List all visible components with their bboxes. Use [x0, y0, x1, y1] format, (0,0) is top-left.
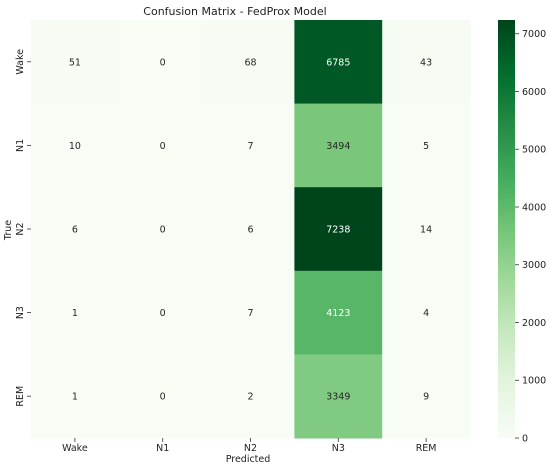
- heatmap-cell: [382, 103, 471, 188]
- colorbar-tick-labels: 0 1000 2000 3000 4000 5000 6000 7000: [515, 29, 546, 445]
- cell-value-label: 5: [423, 141, 429, 152]
- heatmap-cell: [206, 270, 295, 355]
- colorbar-tick-label: 4000: [522, 202, 546, 213]
- cell-value-label: 0: [160, 392, 166, 403]
- heatmap-cell: [382, 270, 471, 355]
- cell-value-label: 9: [423, 392, 429, 403]
- colorbar-tick-label: 7000: [522, 29, 546, 40]
- cell-value-label: 6: [72, 225, 78, 236]
- cell-value-label: 0: [160, 141, 166, 152]
- cell-value-label: 6785: [326, 57, 350, 68]
- x-tick-label: N1: [156, 443, 169, 454]
- y-tick-label: N2: [15, 222, 26, 235]
- heatmap-cell: [31, 187, 120, 272]
- heatmap-cell: [294, 270, 383, 355]
- cell-value-label: 68: [244, 57, 256, 68]
- heatmap-cell: [31, 103, 120, 188]
- heatmap-cell: [294, 187, 383, 272]
- heatmap-cells: [31, 20, 471, 439]
- heatmap-cell: [206, 103, 295, 188]
- cell-value-label: 2: [247, 392, 253, 403]
- x-tick-label: Wake: [62, 443, 88, 454]
- heatmap-cell: [118, 354, 208, 439]
- cell-value-label: 14: [420, 225, 432, 236]
- heatmap-cell: [31, 354, 120, 439]
- x-axis-tick-labels: Wake N1 N2 N3 REM: [62, 438, 437, 454]
- colorbar-tick-label: 2000: [522, 318, 546, 329]
- cell-value-label: 4: [423, 308, 429, 319]
- y-tick-label: REM: [15, 386, 26, 407]
- heatmap-cell: [118, 187, 208, 272]
- heatmap-cell: [118, 20, 208, 105]
- y-tick-label: N1: [15, 139, 26, 152]
- chart-title: Confusion Matrix - FedProx Model: [143, 5, 326, 18]
- cell-value-label: 3494: [326, 141, 350, 152]
- heatmap-cell: [294, 103, 383, 188]
- cell-value-label: 3349: [326, 392, 350, 403]
- y-tick-label: N3: [15, 306, 26, 319]
- cell-value-label: 0: [160, 57, 166, 68]
- x-axis-label: Predicted: [226, 454, 271, 465]
- cell-value-label: 4123: [326, 308, 350, 319]
- heatmap-cell: [118, 103, 208, 188]
- heatmap-cell: [206, 187, 295, 272]
- x-tick-label: REM: [416, 443, 437, 454]
- cell-value-label: 43: [420, 57, 432, 68]
- heatmap-cell: [206, 354, 295, 439]
- cell-value-label: 51: [69, 57, 81, 68]
- cell-value-label: 0: [160, 225, 166, 236]
- y-tick-label: Wake: [15, 49, 26, 75]
- colorbar: [498, 20, 515, 438]
- colorbar-tick-label: 6000: [522, 87, 546, 98]
- colorbar-tick-label: 3000: [522, 260, 546, 271]
- heatmap-cell: [206, 20, 295, 105]
- heatmap-cell: [294, 20, 383, 105]
- x-tick-label: N3: [332, 443, 345, 454]
- x-tick-label: N2: [244, 443, 257, 454]
- heatmap-cell: [31, 270, 120, 355]
- colorbar-tick-label: 5000: [522, 145, 546, 156]
- colorbar-tick-label: 1000: [522, 376, 546, 387]
- heatmap-cell: [382, 187, 471, 272]
- heatmap-cell: [31, 20, 120, 105]
- cell-value-label: 7238: [326, 225, 350, 236]
- cell-value-label: 6: [247, 225, 253, 236]
- y-axis-tick-labels: Wake N1 N2 N3 REM: [15, 49, 31, 407]
- cell-value-label: 7: [247, 308, 253, 319]
- heatmap-cell: [382, 20, 471, 105]
- heatmap-cell: [382, 354, 471, 439]
- cell-value-label: 10: [69, 141, 81, 152]
- cell-value-label: 1: [72, 392, 78, 403]
- cell-value-label: 0: [160, 308, 166, 319]
- heatmap-cell: [294, 354, 383, 439]
- cell-value-label: 1: [72, 308, 78, 319]
- cell-value-label: 7: [247, 141, 253, 152]
- y-axis-label: True: [3, 220, 14, 241]
- colorbar-tick-label: 0: [522, 434, 528, 445]
- heatmap-cell: [118, 270, 208, 355]
